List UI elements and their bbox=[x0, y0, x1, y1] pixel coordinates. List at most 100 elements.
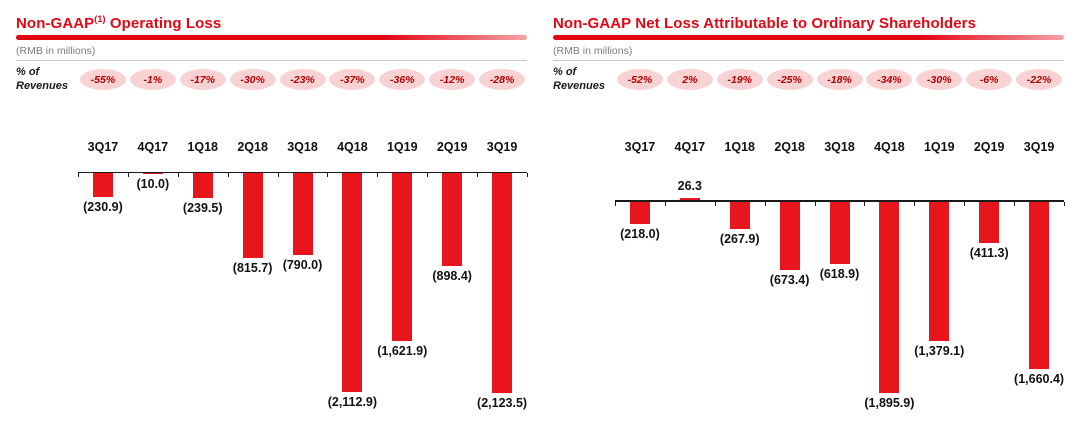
pct-badge-cell: -12% bbox=[427, 69, 477, 91]
value-label: (790.0) bbox=[282, 257, 323, 272]
bar-chart: 3Q17 (230.9) 4Q17 (10.0) 1Q18 (239.5) 2Q18 (815… bbox=[78, 139, 528, 412]
category-label: 4Q17 bbox=[137, 139, 169, 154]
pct-revenue-badge: -22% bbox=[1016, 69, 1063, 91]
axis-tick bbox=[227, 173, 229, 177]
category-label: 3Q17 bbox=[87, 139, 119, 154]
title-underline-bar bbox=[553, 35, 1064, 40]
chart-panel-2: Non-GAAP Net Loss Attributable to Ordina… bbox=[553, 14, 1065, 412]
axis-tick bbox=[764, 201, 766, 206]
axis-tick bbox=[477, 173, 479, 177]
value-label: (218.0) bbox=[620, 226, 660, 241]
pct-badge-cell: -36% bbox=[377, 69, 427, 91]
pct-revenue-badge: -25% bbox=[766, 69, 813, 91]
category-label: 4Q18 bbox=[337, 139, 368, 154]
pct-revenue-badge: 2% bbox=[666, 69, 713, 91]
pct-badges-row: -55% -1% -17% -30% -23% -37% -36% -12% -28% bbox=[78, 69, 527, 91]
value-label: (673.4) bbox=[769, 272, 810, 287]
pct-of-revenues-label: % of Revenues bbox=[553, 66, 615, 94]
category-label: 1Q18 bbox=[187, 139, 219, 154]
value-label: (230.9) bbox=[83, 199, 123, 214]
axis-tick bbox=[78, 173, 79, 177]
bar bbox=[629, 201, 650, 224]
bar bbox=[142, 173, 163, 175]
bar bbox=[929, 201, 950, 341]
pct-revenue-badge: -30% bbox=[916, 69, 963, 91]
bar bbox=[192, 173, 213, 198]
value-label: (411.3) bbox=[969, 246, 1009, 261]
pct-badge-cell: -22% bbox=[1014, 69, 1064, 91]
category-label: 1Q18 bbox=[724, 139, 756, 154]
axis-tick bbox=[1064, 201, 1065, 206]
value-label: (1,379.1) bbox=[914, 343, 965, 358]
category-label: 1Q19 bbox=[923, 139, 955, 154]
bar bbox=[1029, 201, 1050, 370]
pct-revenue-badge: -6% bbox=[966, 69, 1013, 91]
pct-revenue-badge: -1% bbox=[129, 69, 176, 91]
pct-badge-cell: -1% bbox=[128, 69, 178, 91]
axis-tick bbox=[1014, 201, 1016, 206]
axis-tick bbox=[814, 201, 816, 206]
pct-badge-cell: -28% bbox=[477, 69, 527, 91]
bar bbox=[392, 173, 413, 342]
pct-badge-cell: -30% bbox=[228, 69, 278, 91]
pct-badge-cell: -23% bbox=[278, 69, 328, 91]
pct-badge-cell: -52% bbox=[615, 69, 665, 91]
axis-tick bbox=[177, 173, 179, 177]
axis-tick bbox=[615, 201, 616, 206]
slide-page: Non-GAAP(1) Operating Loss (RMB in millio… bbox=[16, 14, 1065, 412]
units-label: (RMB in millions) bbox=[16, 45, 527, 61]
pct-badges-row: -52% 2% -19% -25% -18% -34% -30% -6% -22% bbox=[615, 69, 1064, 91]
pct-badge-cell: -18% bbox=[815, 69, 865, 91]
value-label: (618.9) bbox=[819, 267, 860, 282]
pct-revenue-badge: -30% bbox=[229, 69, 276, 91]
title-footnote-superscript: (1) bbox=[94, 14, 106, 24]
axis-tick bbox=[864, 201, 866, 206]
pct-revenue-badge: -18% bbox=[816, 69, 863, 91]
category-label: 3Q18 bbox=[824, 139, 855, 154]
axis-tick bbox=[427, 173, 429, 177]
bar bbox=[979, 201, 1000, 244]
chart-title: Non-GAAP(1) Operating Loss bbox=[16, 14, 527, 32]
pct-badge-cell: -37% bbox=[327, 69, 377, 91]
value-label: (2,112.9) bbox=[327, 394, 378, 409]
bar bbox=[679, 197, 700, 201]
axis-tick bbox=[964, 201, 966, 206]
axis-tick bbox=[664, 201, 666, 206]
value-label: (267.9) bbox=[719, 231, 760, 246]
pct-revenue-badge: -36% bbox=[379, 69, 426, 91]
value-label: (815.7) bbox=[232, 260, 273, 275]
bar bbox=[92, 173, 113, 197]
axis-tick bbox=[277, 173, 279, 177]
value-label: (239.5) bbox=[182, 200, 223, 215]
bar bbox=[879, 201, 900, 393]
value-label: (1,660.4) bbox=[1014, 372, 1065, 387]
chart-title-text: Non-GAAP Net Loss Attributable to Ordina… bbox=[553, 15, 977, 32]
category-label: 2Q19 bbox=[436, 139, 468, 154]
bar-chart: 3Q17 (218.0) 4Q17 26.3 1Q18 (267.9) 2Q18 (673.4… bbox=[615, 139, 1065, 412]
title-underline-bar bbox=[16, 35, 527, 40]
pct-revenue-badge: -17% bbox=[179, 69, 226, 91]
value-label: (10.0) bbox=[136, 177, 170, 192]
chart-title-text-rest: Operating Loss bbox=[105, 15, 222, 32]
pct-badge-cell: -19% bbox=[715, 69, 765, 91]
pct-badge-cell: -30% bbox=[914, 69, 964, 91]
axis-tick bbox=[127, 173, 129, 177]
axis-tick bbox=[914, 201, 916, 206]
value-label: 26.3 bbox=[677, 178, 702, 193]
pct-badge-cell: -6% bbox=[964, 69, 1014, 91]
bar bbox=[779, 201, 800, 270]
pct-revenue-badge: -12% bbox=[429, 69, 476, 91]
value-label: (1,895.9) bbox=[864, 396, 915, 410]
pct-revenue-badge: -37% bbox=[329, 69, 376, 91]
category-label: 2Q18 bbox=[237, 139, 268, 154]
bar bbox=[492, 173, 513, 393]
pct-label-line1: % of bbox=[553, 66, 577, 78]
value-label: (2,123.5) bbox=[477, 396, 528, 410]
category-label: 3Q18 bbox=[287, 139, 318, 154]
units-label: (RMB in millions) bbox=[553, 45, 1064, 61]
chart-title: Non-GAAP Net Loss Attributable to Ordina… bbox=[553, 14, 1064, 32]
pct-label-line2: Revenues bbox=[16, 79, 68, 92]
category-label: 4Q18 bbox=[874, 139, 905, 154]
category-label: 3Q17 bbox=[624, 139, 656, 154]
x-axis-line bbox=[615, 200, 1064, 202]
